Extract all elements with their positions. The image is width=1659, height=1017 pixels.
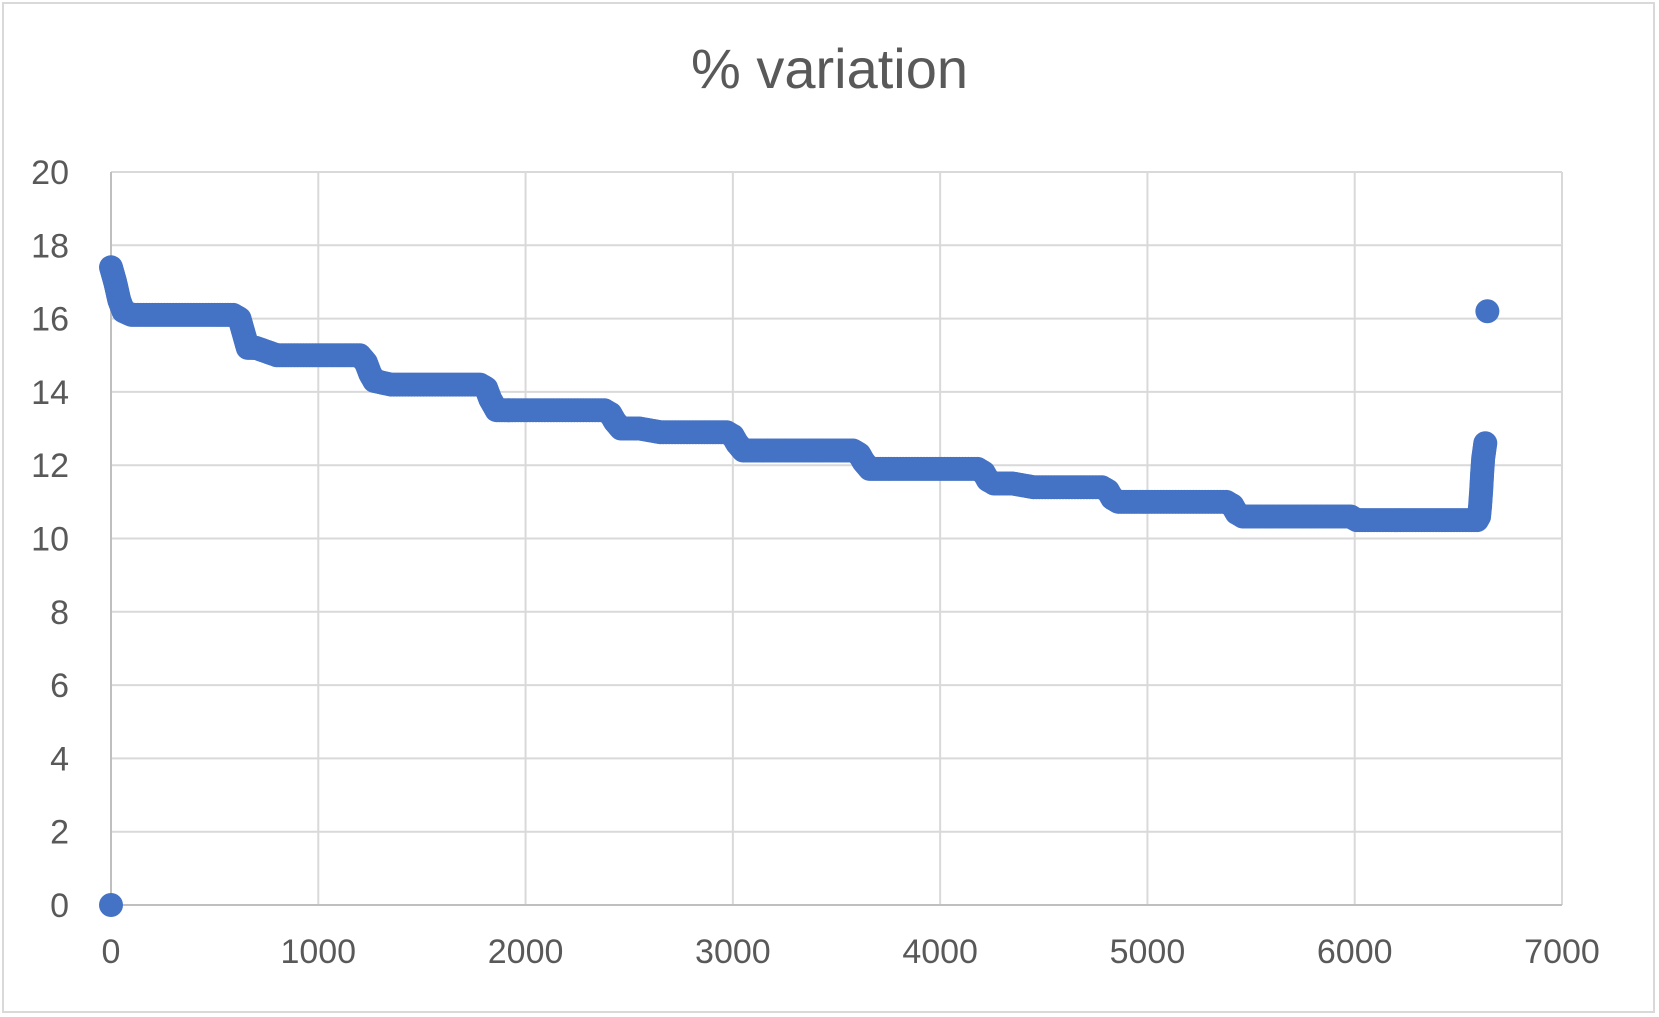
x-tick-label: 2000 xyxy=(488,933,564,971)
tick-labels: 0 2 4 6 8 10 12 14 16 18 20 0 1000 2000 3000 4000 5000 60… xyxy=(31,154,1600,971)
y-tick-label: 8 xyxy=(50,594,69,632)
data-point xyxy=(1475,299,1500,324)
gridlines xyxy=(111,171,1563,905)
data-point xyxy=(1473,431,1498,456)
x-tick-label: 6000 xyxy=(1317,933,1393,971)
data-point xyxy=(99,893,123,917)
y-tick-label: 20 xyxy=(31,154,69,192)
x-tick-label: 0 xyxy=(102,933,121,971)
y-tick-label: 14 xyxy=(31,374,69,412)
data-points xyxy=(99,255,1500,917)
y-tick-label: 6 xyxy=(50,667,69,705)
x-tick-label: 3000 xyxy=(695,933,771,971)
x-tick-label: 4000 xyxy=(902,933,978,971)
y-tick-label: 12 xyxy=(31,447,69,485)
y-tick-label: 18 xyxy=(31,227,69,265)
y-tick-label: 2 xyxy=(50,814,69,852)
y-tick-label: 16 xyxy=(31,301,69,339)
chart-title: % variation xyxy=(690,37,969,100)
x-tick-label: 5000 xyxy=(1110,933,1186,971)
x-tick-label: 1000 xyxy=(280,933,356,971)
x-tick-label: 7000 xyxy=(1524,933,1600,971)
y-tick-label: 10 xyxy=(31,521,69,559)
y-tick-label: 0 xyxy=(50,887,69,925)
y-tick-label: 4 xyxy=(50,740,69,778)
